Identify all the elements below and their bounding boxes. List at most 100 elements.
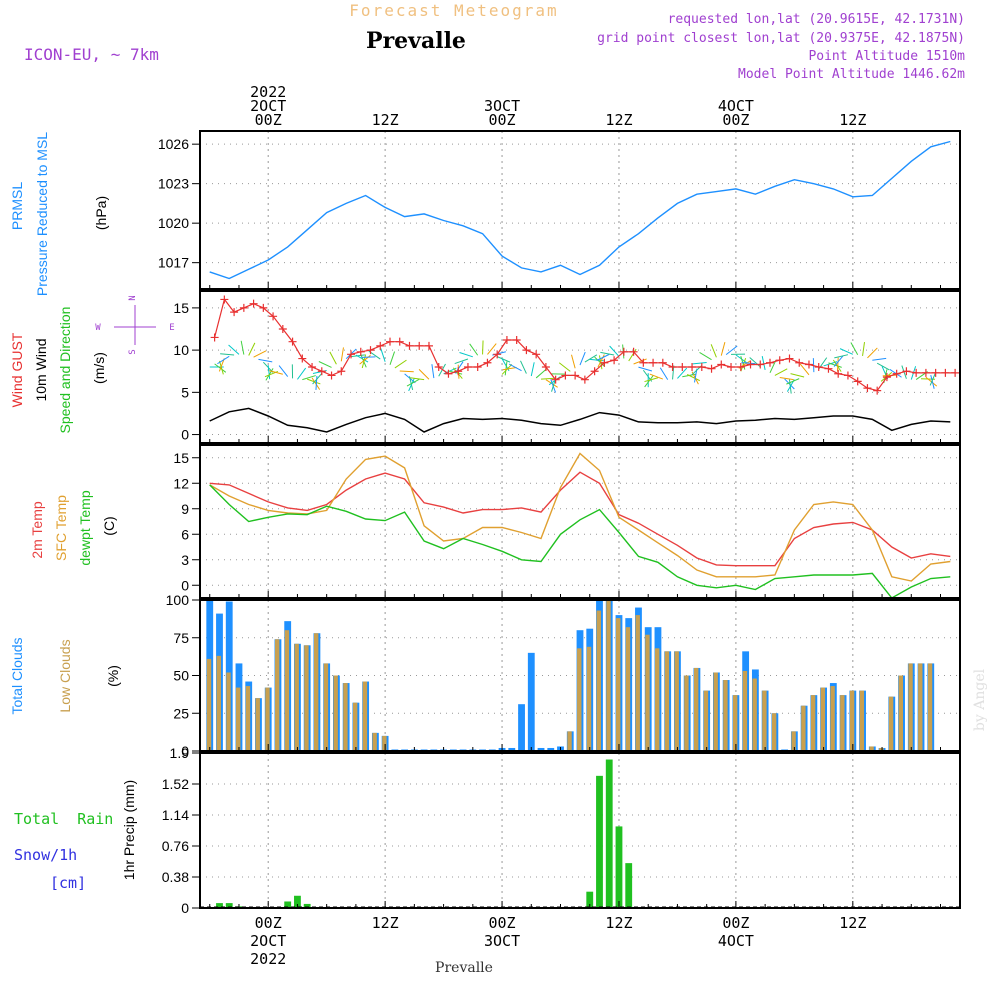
gust-marker (736, 363, 745, 371)
wind-arrow (597, 354, 605, 368)
gust-marker (366, 346, 375, 355)
wind-arrow (350, 354, 365, 358)
gust-marker (444, 369, 453, 378)
model-altitude: Model Point Altitude 1446.62m (738, 67, 965, 82)
wind-arrow (628, 348, 637, 362)
gust-marker (405, 341, 414, 350)
pressure-ylabel: (hPa) (93, 196, 109, 230)
grid-point-coords: grid point closest lon,lat (20.9375E, 42… (597, 31, 965, 46)
gust-marker (434, 363, 443, 371)
gust-marker (795, 358, 804, 367)
rain-legend: Total Rain (14, 810, 113, 828)
wind-arrow (315, 375, 318, 390)
wind-arrow (408, 376, 414, 391)
low-cloud-bar (577, 648, 582, 751)
bottom-time-label-0-2: 2022 (250, 950, 286, 968)
wind-arrow (692, 361, 707, 365)
wind-ylabel: (m/s) (91, 352, 107, 384)
low-cloud-bar (275, 639, 280, 751)
low-cloud-bar (879, 747, 884, 751)
low-clouds-title: Low Clouds (57, 639, 73, 712)
wind-arrow (258, 358, 273, 363)
gust-marker (249, 299, 258, 308)
temp2m-title: 2m Temp (29, 501, 45, 559)
wind-arrow (406, 378, 420, 387)
gust-marker (239, 303, 248, 312)
total-cloud-bar (537, 747, 545, 751)
location-title: Prevalle (366, 28, 466, 54)
low-cloud-bar (372, 732, 377, 751)
wind-arrow (784, 378, 795, 390)
wind-arrow (431, 364, 435, 379)
gust-marker (590, 367, 599, 376)
wind-arrow (609, 345, 620, 357)
gust-marker (804, 360, 813, 369)
wind-arrow (496, 356, 511, 363)
wind-arrow (418, 369, 430, 380)
panel-frame-2 (199, 444, 961, 599)
wind-arrow (649, 373, 663, 380)
low-cloud-bar (245, 686, 251, 751)
wind-arrow (786, 378, 800, 385)
rain-bar (605, 759, 613, 908)
wind-arrow (508, 363, 522, 372)
gust-marker (688, 363, 697, 371)
gust-marker (873, 386, 882, 395)
model-label: ICON-EU, ~ 7km (24, 45, 159, 64)
wind-arrow (876, 362, 890, 371)
low-cloud-bar (596, 610, 601, 751)
low-cloud-bar (849, 690, 855, 751)
ytick-label-3-0: 0 (181, 743, 189, 759)
gust-marker (483, 358, 492, 367)
gust-marker (561, 371, 570, 380)
wind-arrow (699, 352, 712, 361)
footer-location: Prevalle (435, 960, 493, 976)
low-cloud-bar (703, 690, 709, 751)
ytick-label-3-2: 50 (173, 668, 189, 684)
gust-marker (824, 364, 833, 373)
wind-arrow (530, 362, 535, 377)
top-time-label-4-0: 4OCT (718, 97, 754, 115)
requested-coords: requested lon,lat (20.9615E, 42.1731N) (668, 12, 965, 27)
gust-marker (532, 350, 541, 359)
rain-bar (294, 895, 301, 908)
gust-marker (395, 337, 404, 346)
ytick-label-1-0: 0 (181, 427, 189, 443)
temp-ylabel: (C) (101, 516, 117, 535)
compass-s: S (128, 349, 138, 354)
bottom-time-label-0-0: 00Z (255, 914, 282, 932)
low-cloud-bar (908, 663, 913, 751)
ytick-label-2-3: 9 (181, 501, 189, 517)
gust-marker (415, 341, 424, 350)
wind-arrow (278, 365, 289, 377)
gust-marker (493, 350, 502, 359)
gust-marker (785, 354, 794, 363)
ytick-label-0-1: 1020 (158, 215, 189, 231)
gust-marker (454, 367, 463, 376)
total-clouds-title: Total Clouds (9, 637, 25, 714)
gust-marker (337, 367, 346, 376)
total-cloud-bar (508, 747, 516, 751)
ytick-label-4-5: 1.9 (170, 745, 190, 761)
gust-marker (551, 375, 560, 384)
low-cloud-bar (323, 663, 329, 751)
low-cloud-bar (352, 702, 358, 751)
gust-marker (834, 369, 843, 378)
wind-arrow (633, 358, 647, 365)
wind-arrow (312, 373, 323, 385)
dewpt-line (209, 484, 951, 599)
low-cloud-bar (586, 646, 592, 751)
ytick-label-0-3: 1026 (158, 136, 189, 152)
gust-marker (746, 360, 755, 369)
low-cloud-bar (664, 651, 670, 751)
wind-arrow (677, 367, 688, 379)
gust-marker (522, 346, 531, 355)
wind-arrow (307, 378, 321, 385)
wind-arrow (790, 373, 805, 378)
gust-marker (512, 335, 521, 344)
ytick-label-2-5: 15 (173, 450, 189, 466)
bottom-time-label-3-0: 12Z (605, 914, 632, 932)
wind-arrow (228, 344, 240, 355)
low-cloud-bar (791, 731, 796, 751)
ytick-label-0-0: 1017 (158, 255, 189, 271)
